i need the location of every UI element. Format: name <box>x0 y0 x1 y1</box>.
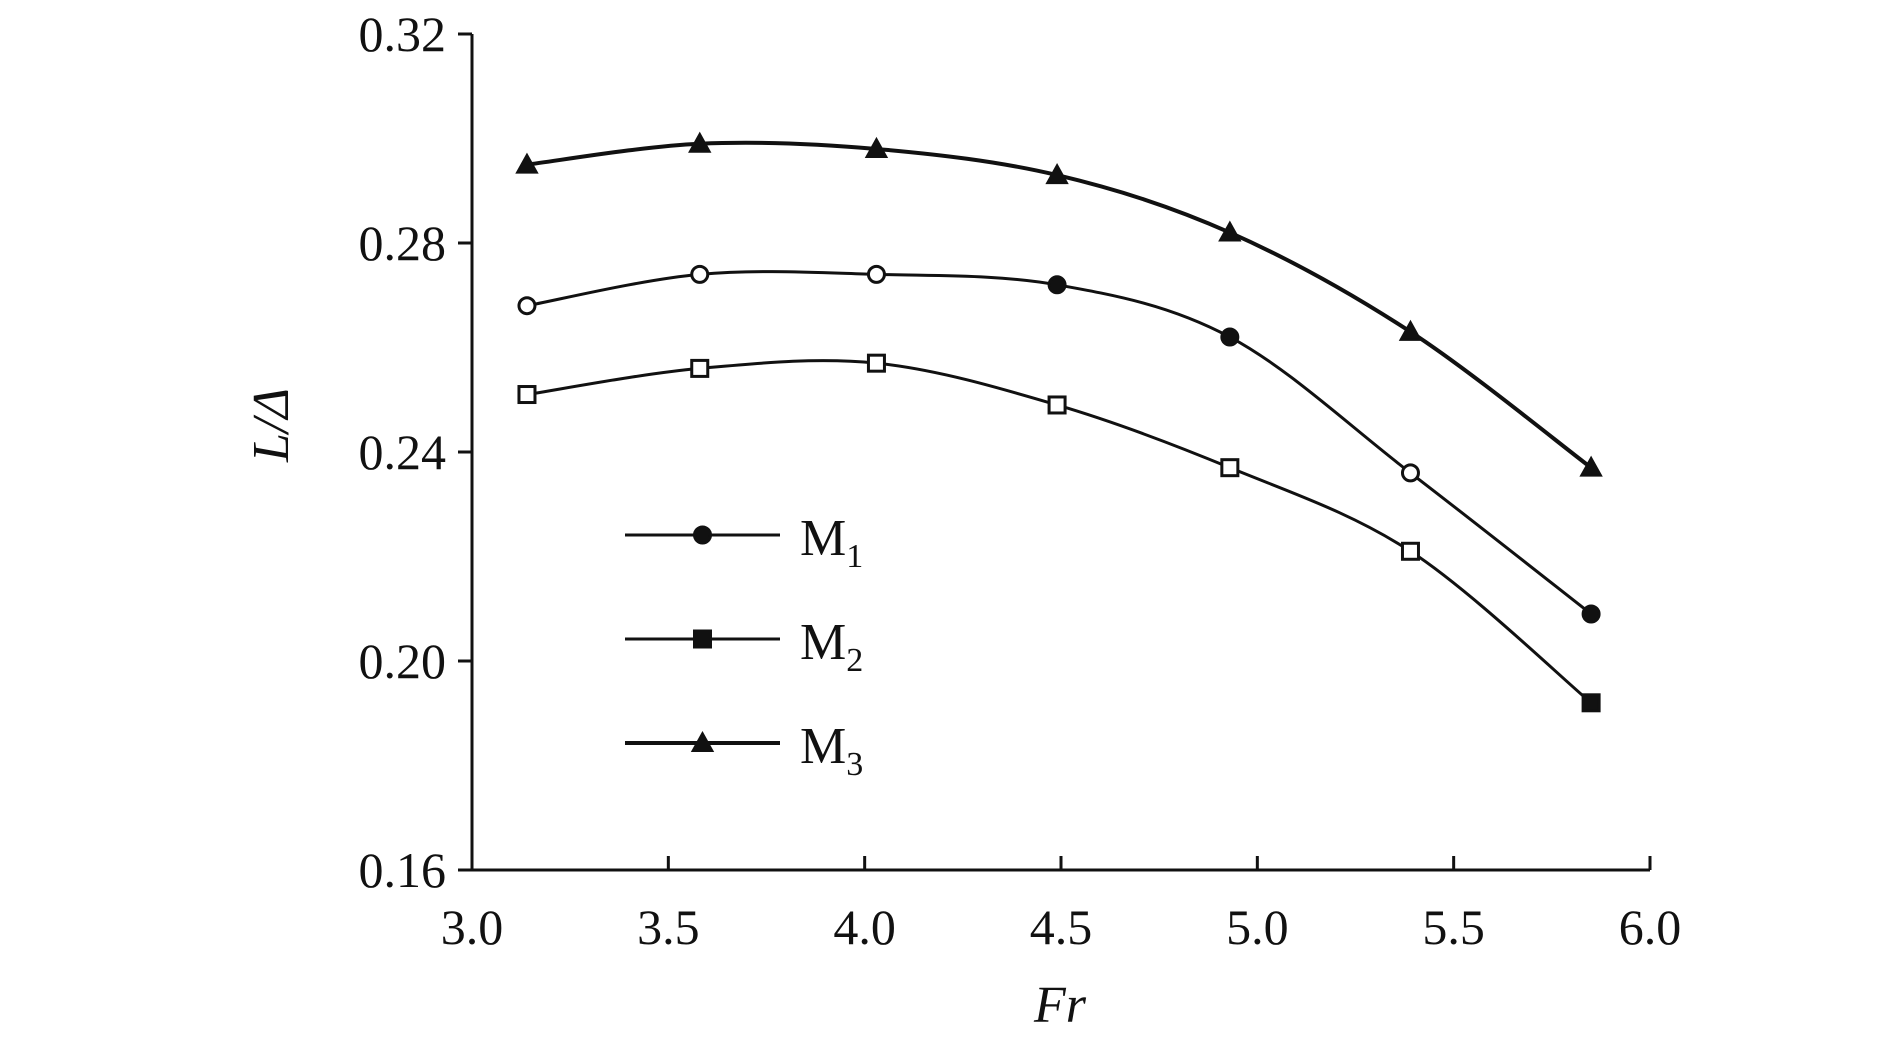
data-point <box>1218 220 1242 242</box>
data-point <box>1398 319 1423 341</box>
data-point <box>1400 463 1420 483</box>
x-tick-label: 3.5 <box>637 899 700 955</box>
data-point <box>517 296 537 316</box>
data-point <box>1047 275 1067 295</box>
series-M2 <box>517 353 1601 713</box>
x-tick-label: 5.5 <box>1422 899 1485 955</box>
legend-label: M2 <box>800 614 863 679</box>
data-point <box>866 264 886 284</box>
y-tick-label: 0.16 <box>359 842 447 898</box>
y-tick-label: 0.28 <box>359 215 447 271</box>
x-tick-label: 5.0 <box>1226 899 1289 955</box>
series-line <box>526 140 1593 470</box>
data-point <box>1220 327 1240 347</box>
data-point <box>866 353 886 373</box>
data-point <box>1581 693 1601 713</box>
legend-item-M3: M3 <box>625 718 863 783</box>
data-point <box>864 136 889 158</box>
legend-marker <box>693 525 712 545</box>
data-point <box>1045 163 1069 185</box>
data-point <box>1581 604 1601 624</box>
series-M3 <box>515 131 1603 477</box>
x-tick-label: 6.0 <box>1619 899 1682 955</box>
legend-item-M1: M1 <box>625 510 863 575</box>
legend-marker <box>693 629 712 649</box>
legend-marker <box>690 730 715 752</box>
x-axis-title: Fr <box>1033 977 1087 1034</box>
legend: M1 M2 M3 <box>625 510 863 783</box>
x-tick-label: 4.5 <box>1030 899 1093 955</box>
data-point <box>515 152 539 174</box>
series-line <box>526 270 1593 616</box>
y-tick-label: 0.32 <box>359 6 447 62</box>
series-M1 <box>517 264 1601 624</box>
legend-label: M1 <box>800 510 863 575</box>
data-point <box>1047 395 1067 415</box>
y-tick-label: 0.24 <box>359 424 447 480</box>
data-point <box>1400 541 1420 561</box>
data-point <box>1220 458 1240 478</box>
data-point <box>517 385 537 405</box>
series-layer <box>515 131 1603 713</box>
data-point <box>690 264 710 284</box>
y-tick-label: 0.20 <box>359 633 447 689</box>
x-tick-label: 4.0 <box>833 899 896 955</box>
data-point <box>1579 455 1603 477</box>
legend-item-M2: M2 <box>625 614 863 679</box>
data-point <box>688 131 712 153</box>
axes: 0.16 0.20 0.24 0.28 0.32 3.0 3.5 4.0 4.5 5.0 5.5 6.… <box>359 6 1682 955</box>
legend-label: M3 <box>800 718 863 783</box>
data-point <box>690 358 710 378</box>
y-axis-title: L/Δ <box>243 388 300 463</box>
x-tick-label: 3.0 <box>441 899 504 955</box>
